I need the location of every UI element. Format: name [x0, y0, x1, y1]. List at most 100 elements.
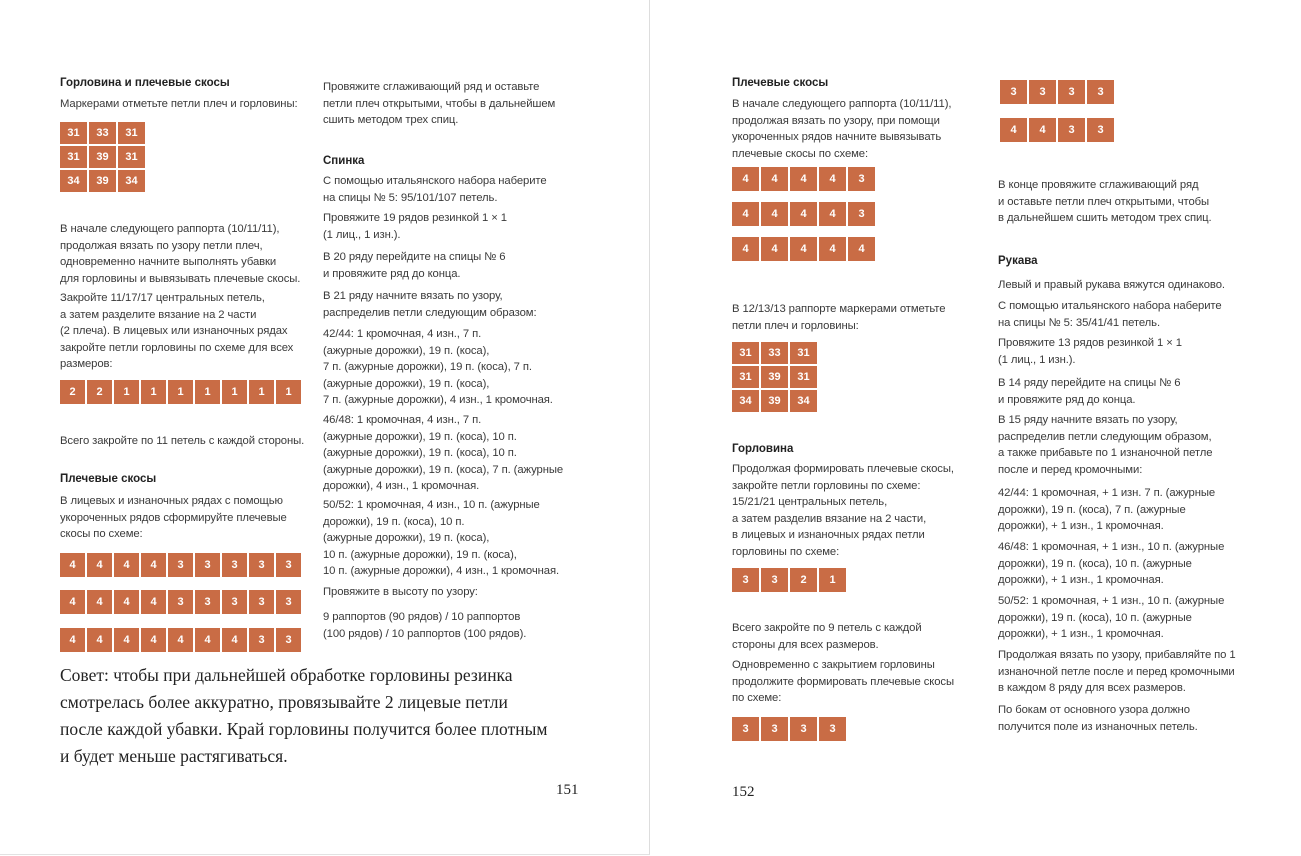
paragraph: Маркерами отметьте петли плеч и горловин…: [60, 98, 298, 110]
scheme-cell: 4: [60, 590, 85, 614]
scheme-cell: 39: [761, 366, 788, 388]
scheme-cell: 4: [141, 590, 166, 614]
scheme-cell: 4: [1029, 118, 1056, 142]
paragraph: В 20 ряду перейдите на спицы № 6 и провя…: [323, 251, 506, 280]
scheme-cell: 31: [732, 342, 759, 364]
scheme-cell: 4: [87, 628, 112, 652]
scheme-cell: 2: [60, 380, 85, 404]
paragraph: В 15 ряду начните вязать по узору, распр…: [998, 414, 1213, 476]
scheme-cell: 3: [168, 553, 193, 577]
scheme-cell: 3: [276, 628, 301, 652]
scheme-cell: 3: [249, 590, 274, 614]
scheme-cell: 34: [60, 170, 87, 192]
section-heading: Горловина: [732, 443, 794, 455]
scheme-cell: 4: [114, 553, 139, 577]
scheme-cell: 3: [1058, 118, 1085, 142]
paragraph: Провяжите 13 рядов резинкой 1 × 1 (1 лиц…: [998, 337, 1182, 366]
scheme-cell: 3: [195, 590, 220, 614]
paragraph: Левый и правый рукава вяжутся одинаково.: [998, 279, 1225, 291]
page-number: 152: [732, 784, 755, 800]
paragraph: Одновременно с закрытием горловины продо…: [732, 659, 954, 705]
scheme-cell: 31: [118, 146, 145, 168]
scheme-cell: 4: [141, 553, 166, 577]
scheme-cell: 4: [732, 237, 759, 261]
scheme-cell: 1: [195, 380, 220, 404]
paragraph: 46/48: 1 кромочная, + 1 изн., 10 п. (ажу…: [998, 541, 1225, 587]
section-heading: Горловина и плечевые скосы: [60, 77, 230, 89]
marker-grid: 31 33 31 31 39 31 34 39 34: [60, 122, 145, 192]
paragraph: 42/44: 1 кромочная, + 1 изн. 7 п. (ажурн…: [998, 487, 1216, 533]
scheme-cell: 1: [141, 380, 166, 404]
scheme-cell: 4: [114, 628, 139, 652]
scheme-cell: 3: [168, 590, 193, 614]
scheme-cell: 1: [819, 568, 846, 592]
scheme-cell: 39: [89, 146, 116, 168]
scheme-cell: 4: [114, 590, 139, 614]
paragraph: В начале следующего раппорта (10/11/11),…: [732, 98, 952, 160]
paragraph: Продолжая формировать плечевые скосы, за…: [732, 463, 954, 558]
tip-text: Совет: чтобы при дальнейшей обработке го…: [60, 665, 548, 766]
scheme-cell: 4: [790, 237, 817, 261]
paragraph: 46/48: 1 кромочная, 4 изн., 7 п. (ажурны…: [323, 414, 564, 493]
scheme-cell: 4: [761, 237, 788, 261]
scheme-cell: 4: [87, 553, 112, 577]
scheme-cell: 4: [732, 167, 759, 191]
marker-grid: 31 33 31 31 39 31 34 39 34: [732, 342, 817, 412]
scheme-cell: 3: [195, 553, 220, 577]
scheme-cell: 3: [1058, 80, 1085, 104]
scheme-cell: 3: [732, 717, 759, 741]
paragraph: В 12/13/13 раппорте маркерами отметьте п…: [732, 303, 946, 332]
page-number: 151: [556, 782, 579, 798]
scheme-cell: 3: [276, 590, 301, 614]
scheme-cell: 4: [848, 237, 875, 261]
paragraph: В конце провяжите сглаживающий ряд и ост…: [998, 179, 1212, 225]
scheme-cell: 3: [276, 553, 301, 577]
scheme-cell: 31: [118, 122, 145, 144]
scheme-cell: 4: [222, 628, 247, 652]
scheme-cell: 4: [819, 237, 846, 261]
scheme-cell: 1: [222, 380, 247, 404]
scheme-cell: 3: [848, 167, 875, 191]
paragraph: В начале следующего раппорта (10/11/11),…: [60, 223, 301, 285]
scheme-cell: 3: [222, 553, 247, 577]
paragraph: Всего закройте по 9 петель с каждой стор…: [732, 622, 922, 651]
scheme-cell: 1: [114, 380, 139, 404]
scheme-cell: 39: [761, 390, 788, 412]
scheme-cell: 34: [790, 390, 817, 412]
scheme-cell: 3: [1000, 80, 1027, 104]
scheme-cell: 31: [790, 342, 817, 364]
paragraph: В 21 ряду начните вязать по узору, распр…: [323, 290, 537, 319]
paragraph: Всего закройте по 11 петель с каждой сто…: [60, 435, 305, 447]
scheme-cell: 4: [168, 628, 193, 652]
scheme-cell: 4: [195, 628, 220, 652]
scheme-cell: 3: [732, 568, 759, 592]
paragraph: Закройте 11/17/17 центральных петель, а …: [60, 292, 294, 371]
scheme-cell: 34: [732, 390, 759, 412]
scheme-cell: 31: [732, 366, 759, 388]
scheme-cell: 39: [89, 170, 116, 192]
scheme-cell: 4: [87, 590, 112, 614]
scheme-cell: 3: [848, 202, 875, 226]
scheme-cell: 1: [168, 380, 193, 404]
scheme-cell: 4: [732, 202, 759, 226]
scheme-cell: 34: [118, 170, 145, 192]
paragraph: В лицевых и изнаночных рядах с помощью у…: [60, 495, 287, 541]
paragraph: Продолжая вязать по узору, прибавляйте п…: [998, 649, 1236, 695]
scheme-cell: 2: [87, 380, 112, 404]
paragraph: Провяжите 19 рядов резинкой 1 × 1 (1 лиц…: [323, 212, 507, 241]
scheme-cell: 31: [60, 122, 87, 144]
scheme-cell: 4: [1000, 118, 1027, 142]
scheme-cell: 3: [249, 628, 274, 652]
scheme-cell: 4: [819, 167, 846, 191]
scheme-cell: 3: [819, 717, 846, 741]
section-heading: Рукава: [998, 255, 1038, 267]
scheme-cell: 1: [249, 380, 274, 404]
scheme-cell: 3: [1087, 118, 1114, 142]
